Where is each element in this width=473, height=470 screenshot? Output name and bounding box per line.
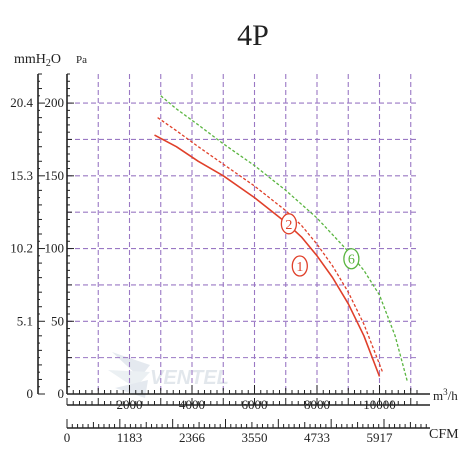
x-tick-label-cfm: 1183 bbox=[117, 430, 143, 445]
y-tick-label-pa: 0 bbox=[58, 386, 65, 401]
x-tick-label-cfm: 3550 bbox=[242, 430, 268, 445]
curve-label-circle-6 bbox=[343, 248, 360, 270]
x-tick-label-m3h: 2000 bbox=[117, 397, 143, 412]
chart-title: 4P bbox=[237, 19, 269, 52]
curve-label-1: 1 bbox=[296, 260, 303, 275]
y-tick-label-mmh2o: 15.3 bbox=[10, 168, 33, 183]
y-tick-label-pa: 100 bbox=[45, 241, 65, 256]
curve-label-circle-2 bbox=[280, 213, 298, 235]
y-axis-unit-pa: Pa bbox=[76, 54, 87, 66]
curve-label-circle-1 bbox=[291, 255, 308, 277]
x-tick-label-cfm: 0 bbox=[64, 430, 71, 445]
y-tick-label-mmh2o: 5.1 bbox=[17, 313, 33, 328]
y-tick-label-pa: 200 bbox=[45, 95, 65, 110]
x-tick-label-m3h: 10000 bbox=[363, 397, 396, 412]
x-axis-m3h: 2000 4000 6000 8000 10000 bbox=[66, 385, 430, 412]
x-axis-unit-m3h: m3/h bbox=[433, 387, 458, 403]
curve-label-2: 2 bbox=[285, 218, 292, 233]
x-tick-label-cfm: 2366 bbox=[179, 430, 206, 445]
y-tick-label-mmh2o: 10.2 bbox=[10, 241, 33, 256]
curve-label-6: 6 bbox=[348, 253, 355, 268]
x-tick-label-cfm: 4733 bbox=[304, 430, 330, 445]
curve-6 bbox=[160, 95, 409, 383]
y-tick-label-mmh2o: 20.4 bbox=[10, 95, 33, 110]
x-tick-label-cfm: 5917 bbox=[367, 430, 394, 445]
watermark-text: VENTEL bbox=[150, 367, 229, 389]
y-axis: 0 50 100 150 200 0 5.1 10.2 15.3 20.4 bbox=[10, 73, 74, 401]
y-axis-unit-mmh2o: mmH2O bbox=[14, 52, 61, 69]
x-tick-label-m3h: 4000 bbox=[179, 397, 205, 412]
x-axis-cfm: 0 1183 2366 3550 4733 5917 bbox=[64, 419, 430, 445]
y-tick-label-pa: 50 bbox=[51, 313, 64, 328]
x-tick-label-m3h: 6000 bbox=[242, 397, 268, 412]
x-tick-label-m3h: 8000 bbox=[304, 397, 330, 412]
curve-2 bbox=[157, 117, 384, 373]
x-axis-unit-cfm: CFM bbox=[429, 427, 459, 442]
curve-labels: 2 1 6 bbox=[280, 213, 360, 277]
chart-grid bbox=[67, 74, 417, 394]
y-tick-label-mmh2o: 0 bbox=[27, 386, 34, 401]
y-tick-label-pa: 150 bbox=[45, 168, 65, 183]
